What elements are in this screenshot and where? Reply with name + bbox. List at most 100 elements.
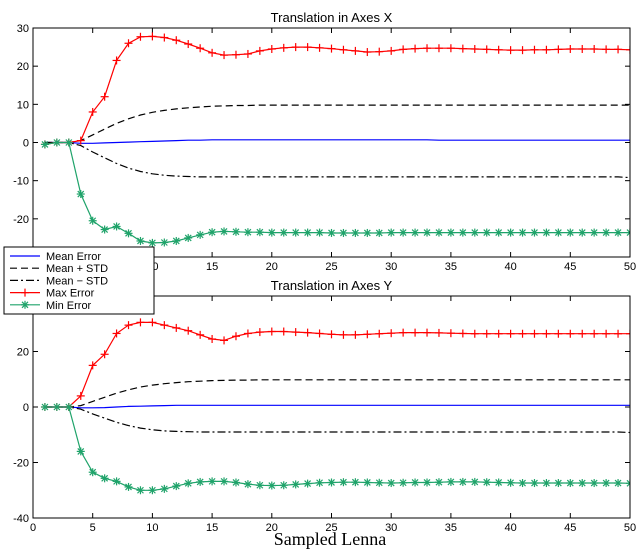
data-point xyxy=(88,107,97,116)
data-point xyxy=(243,49,252,58)
chart-title: Translation in Axes X xyxy=(271,10,393,25)
chart-panel-1: Translation in Axes X0510152025303540455… xyxy=(13,10,636,273)
data-point xyxy=(76,447,85,456)
plot-frame xyxy=(32,27,631,258)
data-point xyxy=(291,328,300,337)
data-point xyxy=(518,329,527,338)
data-point xyxy=(506,478,515,487)
legend-label: Mean Error xyxy=(46,251,101,263)
data-point xyxy=(160,33,169,42)
legend-item: Min Error xyxy=(10,300,92,312)
data-point xyxy=(100,92,109,101)
data-point xyxy=(208,228,217,237)
data-point xyxy=(196,44,205,53)
x-tick-label: 45 xyxy=(564,261,576,273)
x-tick-label: 5 xyxy=(90,522,96,534)
figure-caption: Sampled Lenna xyxy=(274,529,386,549)
data-point xyxy=(160,238,169,247)
data-point xyxy=(220,51,229,60)
data-point xyxy=(458,44,467,53)
legend-item: Mean Error xyxy=(10,251,101,263)
data-point xyxy=(434,228,443,237)
data-point xyxy=(52,403,61,411)
series-line-mean-std xyxy=(44,406,630,434)
chart-title: Translation in Axes Y xyxy=(271,278,393,293)
data-point xyxy=(243,329,252,338)
data-point xyxy=(112,329,121,338)
data-point xyxy=(602,479,611,488)
x-tick-label: 20 xyxy=(266,522,278,534)
legend-item: Max Error xyxy=(10,288,95,300)
data-point xyxy=(124,482,133,491)
data-point xyxy=(518,46,527,55)
data-point xyxy=(434,478,443,487)
y-tick-label: 20 xyxy=(17,61,29,73)
data-point xyxy=(518,479,527,488)
data-point xyxy=(542,479,551,488)
data-point xyxy=(231,478,240,487)
data-point xyxy=(172,482,181,491)
data-point xyxy=(411,228,420,237)
data-point xyxy=(351,478,360,487)
data-point xyxy=(387,46,396,55)
data-point xyxy=(542,329,551,338)
data-point xyxy=(530,45,539,54)
data-point xyxy=(351,330,360,339)
data-point xyxy=(231,332,240,341)
data-point xyxy=(470,228,479,237)
data-point xyxy=(363,228,372,237)
data-point xyxy=(434,328,443,337)
data-point xyxy=(566,44,575,53)
data-point xyxy=(482,45,491,54)
y-tick-label: 10 xyxy=(17,99,29,111)
x-tick-label: 15 xyxy=(206,261,218,273)
data-point xyxy=(363,48,372,57)
plot-frame xyxy=(32,295,631,519)
series-line-max-error xyxy=(44,35,630,145)
data-point xyxy=(554,45,563,54)
data-point xyxy=(100,350,109,359)
data-point xyxy=(554,479,563,488)
data-point xyxy=(602,228,611,237)
data-point xyxy=(602,45,611,54)
data-point xyxy=(470,329,479,338)
data-point xyxy=(494,228,503,237)
data-point xyxy=(494,478,503,487)
data-point xyxy=(375,329,384,338)
data-point xyxy=(76,391,85,400)
data-point xyxy=(279,43,288,52)
x-tick-label: 45 xyxy=(564,522,576,534)
data-point xyxy=(470,44,479,53)
data-point xyxy=(172,36,181,45)
data-point xyxy=(578,44,587,53)
data-point xyxy=(614,228,623,237)
data-point xyxy=(566,329,575,338)
x-tick-label: 40 xyxy=(504,261,516,273)
data-point xyxy=(172,323,181,332)
x-tick-label: 20 xyxy=(266,261,278,273)
data-point xyxy=(602,329,611,338)
data-point xyxy=(220,477,229,486)
data-point xyxy=(148,238,157,247)
data-point xyxy=(208,48,217,57)
data-point xyxy=(136,486,145,495)
data-point xyxy=(184,40,193,49)
data-point xyxy=(196,477,205,486)
y-tick-label: -40 xyxy=(13,513,29,525)
y-tick-label: 0 xyxy=(23,402,29,414)
data-point xyxy=(542,45,551,54)
legend-label: Min Error xyxy=(46,300,92,312)
data-point xyxy=(112,222,121,231)
data-point xyxy=(458,329,467,338)
data-point xyxy=(136,236,145,245)
data-point xyxy=(626,479,630,488)
data-point xyxy=(387,228,396,237)
data-point xyxy=(411,44,420,53)
data-point xyxy=(184,479,193,488)
data-point xyxy=(458,228,467,237)
x-tick-label: 30 xyxy=(385,261,397,273)
data-point xyxy=(339,478,348,487)
data-point xyxy=(614,329,623,338)
data-point xyxy=(291,480,300,489)
data-point xyxy=(434,44,443,53)
